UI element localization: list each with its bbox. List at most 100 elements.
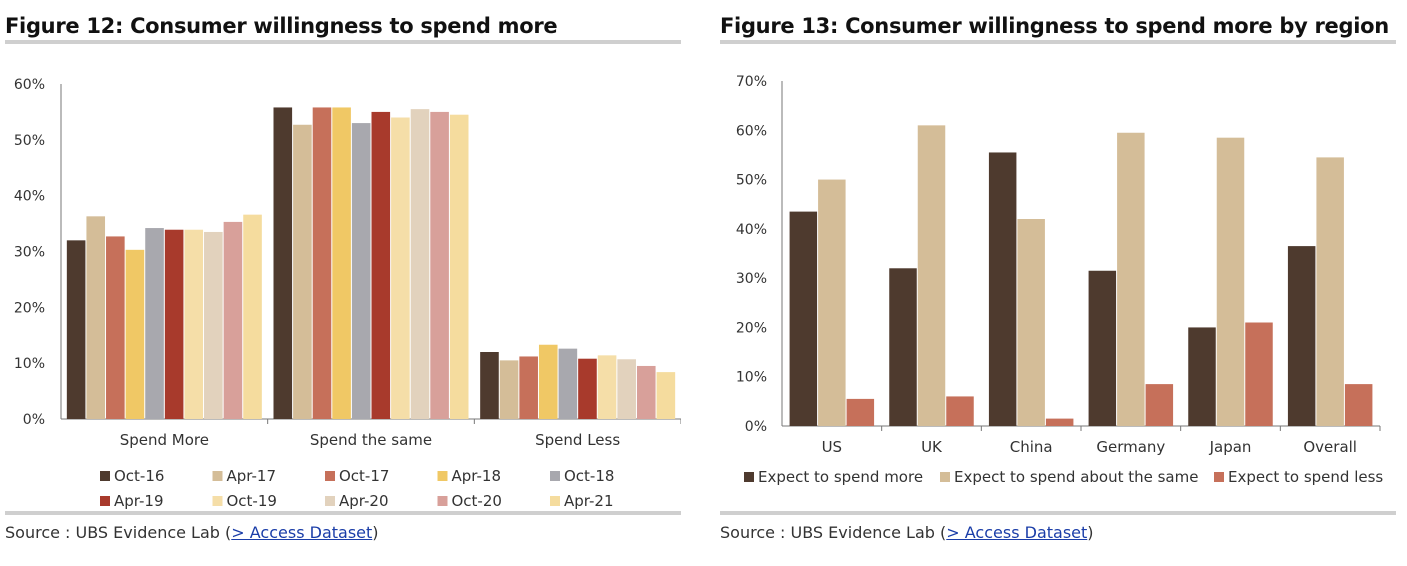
- figure12-access-dataset-link[interactable]: > Access Dataset: [231, 523, 373, 542]
- figure12-bar: [86, 216, 106, 419]
- figure13-bottom-rule: [720, 511, 1396, 515]
- figure12-source-suffix: ): [372, 523, 379, 542]
- figure13-bar: [846, 398, 875, 426]
- figure13-ytick-label: 50%: [736, 173, 767, 189]
- figure12-bar: [204, 231, 223, 419]
- figure12-bar: [66, 240, 86, 419]
- figure12-legend-label: Apr-19: [114, 492, 164, 510]
- figure12-ytick-label: 0%: [23, 412, 45, 428]
- figure12-legend-label: Apr-18: [452, 467, 502, 485]
- figure12-bar: [597, 355, 617, 419]
- figure13-bar: [1344, 384, 1373, 426]
- figure12-bar: [273, 107, 293, 419]
- figure13-bar: [1045, 418, 1074, 426]
- figure12-ytick-label: 60%: [14, 77, 45, 93]
- figure12-legend-label: Apr-21: [564, 492, 614, 510]
- figure13-ytick-label: 10%: [736, 370, 767, 386]
- figure12-ytick-label: 30%: [14, 245, 45, 261]
- figure13-category-label: US: [822, 438, 843, 456]
- figure12-source: Source : UBS Evidence Lab (> Access Data…: [5, 523, 379, 542]
- figure12-bar: [410, 109, 430, 419]
- figure12-ytick-label: 20%: [14, 300, 45, 316]
- figure12-legend-swatch: [437, 496, 448, 506]
- figure12-legend-swatch: [212, 496, 223, 506]
- figure12-legend-swatch: [212, 471, 223, 481]
- figure12-bar: [538, 344, 558, 419]
- figure12-bar: [223, 221, 243, 419]
- figure12-legend-label: Apr-20: [339, 492, 389, 510]
- figure12-bar: [164, 229, 184, 419]
- figure13-legend-swatch: [940, 472, 950, 482]
- figure13-ytick-label: 40%: [736, 222, 767, 238]
- figure12-bar: [332, 107, 351, 419]
- figure12-bar: [480, 352, 499, 419]
- figure13-bar: [917, 125, 946, 426]
- figure12-legend-label: Oct-18: [564, 467, 614, 485]
- figure13-ytick-label: 60%: [736, 123, 767, 139]
- figure12-category-label: Spend More: [120, 431, 209, 449]
- figure12-bar: [449, 114, 469, 420]
- figure12-legend-swatch: [100, 496, 110, 506]
- figure13-bar: [1017, 219, 1045, 426]
- figure12-bar: [499, 360, 519, 419]
- figure12-bar: [106, 236, 125, 419]
- figure13-bar: [1316, 157, 1344, 426]
- figure13-legend-swatch: [744, 472, 754, 482]
- figure13-access-dataset-link[interactable]: > Access Dataset: [946, 523, 1088, 542]
- figure12-title: Figure 12: Consumer willingness to spend…: [5, 14, 558, 38]
- figure13-ytick-label: 0%: [745, 419, 767, 435]
- figure12-ytick-label: 40%: [14, 189, 45, 205]
- figure12-category-label: Spend Less: [535, 431, 620, 449]
- figure13-bar: [1145, 384, 1174, 426]
- figure12-bar: [656, 372, 676, 419]
- figure13-chart: 0% 10% 20% 30% 40% 50% 60% 70% US UK China Germany J…: [736, 74, 1384, 486]
- figure13-bar: [818, 179, 846, 426]
- figure13-bar: [1088, 270, 1117, 426]
- figure12-legend-label: Apr-17: [227, 467, 277, 485]
- figure12-bar: [293, 124, 312, 419]
- figure13-source: Source : UBS Evidence Lab (> Access Data…: [720, 523, 1094, 542]
- figure12-bar: [636, 365, 656, 419]
- figure13-bar: [988, 152, 1017, 426]
- figure12-bar: [312, 107, 332, 419]
- figure12-category-label: Spend the same: [310, 431, 432, 449]
- figure12-bar: [391, 117, 410, 419]
- figure12-legend-label: Oct-17: [339, 467, 389, 485]
- figure12-legend-swatch: [437, 471, 448, 481]
- figure12-bar: [145, 228, 164, 419]
- figure12-ytick-label: 50%: [14, 133, 45, 149]
- figure12-legend-swatch: [325, 496, 335, 506]
- figure13-category-label: China: [1010, 438, 1053, 456]
- figure12-top-rule: [5, 40, 681, 44]
- figure12-legend-swatch: [550, 496, 560, 506]
- figure13-ytick-label: 20%: [736, 320, 767, 336]
- figure12-bar: [558, 348, 578, 419]
- figure12-legend-swatch: [550, 471, 560, 481]
- figure12-bar: [430, 111, 449, 419]
- figure12-bar: [184, 229, 204, 419]
- figure13-bar: [1245, 322, 1273, 426]
- figure13-legend-swatch: [1214, 472, 1224, 482]
- figure13-category-label: UK: [921, 438, 943, 456]
- figure13-bar: [1188, 327, 1216, 426]
- figure13-top-rule: [720, 40, 1396, 44]
- figure12-bar: [519, 356, 538, 419]
- figure13-ytick-label: 70%: [736, 74, 767, 90]
- figure12-legend-label: Oct-20: [452, 492, 502, 510]
- figure13-bar: [1117, 132, 1145, 426]
- figure13-bar: [1216, 137, 1245, 426]
- figure12-chart: 0% 10% 20% 30% 40% 50% 60% Spend More Spend the …: [14, 77, 681, 510]
- figure13-legend-label: Expect to spend more: [758, 468, 923, 486]
- figure13-source-suffix: ): [1087, 523, 1094, 542]
- figure13-category-label: Overall: [1303, 438, 1357, 456]
- figure12-source-prefix: Source : UBS Evidence Lab (: [5, 523, 232, 542]
- figure13-bar: [889, 268, 917, 426]
- figure12-legend-label: Oct-19: [227, 492, 277, 510]
- figure12-bar: [617, 359, 636, 419]
- figure12-legend-swatch: [100, 471, 110, 481]
- figure13-legend-label: Expect to spend about the same: [954, 468, 1198, 486]
- figure13-legend-label: Expect to spend less: [1228, 468, 1383, 486]
- figure13-ytick-label: 30%: [736, 271, 767, 287]
- figure12-legend-label: Oct-16: [114, 467, 164, 485]
- figure13-title: Figure 13: Consumer willingness to spend…: [720, 14, 1389, 38]
